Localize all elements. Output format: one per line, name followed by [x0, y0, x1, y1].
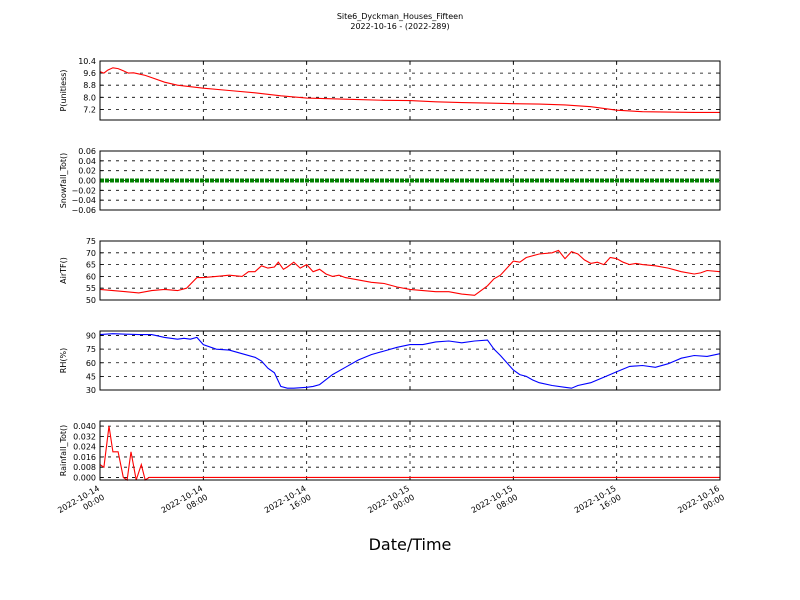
y-tick-label: 0.06 — [78, 147, 96, 156]
y-tick-label: 9.6 — [83, 69, 96, 78]
x-tick-label: 2022-10-1516:00 — [573, 484, 623, 524]
y-tick-label: 65 — [86, 261, 96, 270]
y-tick-label: 70 — [86, 249, 96, 258]
y-axis-label: AirTF() — [59, 257, 68, 284]
y-axis-label: P(unitless) — [59, 69, 68, 111]
y-tick-label: 10.4 — [78, 57, 96, 66]
x-tick-labels: 2022-10-1400:00 2022-10-1408:00 2022-10-14… — [56, 484, 726, 524]
plot-frame — [99, 150, 721, 211]
panel-airtf: 50 55 60 65 70 75 AirTF() — [59, 237, 721, 305]
y-tick-label: 90 — [86, 332, 96, 341]
y-tick-label: 7.2 — [83, 105, 96, 114]
x-tick-label: 2022-10-1500:00 — [366, 484, 416, 524]
y-tick-label: 75 — [86, 345, 96, 354]
series-line — [99, 333, 721, 389]
x-axis-label: Date/Time — [369, 535, 452, 554]
y-tick-label: −0.06 — [71, 206, 96, 215]
x-tick-label: 2022-10-1416:00 — [263, 484, 313, 524]
y-tick-label: 8.8 — [83, 81, 96, 90]
y-tick-label: −0.04 — [71, 196, 96, 205]
panel-snowfall: −0.06−0.04−0.020.000.020.040.06 Snowfall_… — [59, 147, 721, 215]
plot-frame — [99, 60, 721, 121]
y-tick-label: 55 — [86, 284, 96, 293]
y-tick-label: 0.008 — [73, 463, 96, 472]
y-tick-label: 0.04 — [78, 157, 96, 166]
y-tick-label: 50 — [86, 296, 96, 305]
series-line — [99, 67, 720, 113]
chart-title: Site6_Dyckman_Houses_Fifteen — [337, 12, 463, 21]
panel-p: 7.2 8.0 8.8 9.6 10.4 P(unitless) — [59, 57, 721, 121]
x-tick-label: 2022-10-1508:00 — [470, 484, 520, 524]
y-tick-label: 0.000 — [73, 473, 96, 482]
y-tick-label: 0.040 — [73, 422, 96, 431]
y-tick-label: 0.024 — [73, 443, 96, 452]
series-line — [99, 249, 721, 296]
y-tick-label: 60 — [86, 359, 96, 368]
x-tick-label: 2022-10-1408:00 — [160, 484, 210, 524]
chart-subtitle: 2022-10-16 - (2022-289) — [350, 22, 449, 31]
y-tick-label: 75 — [86, 237, 96, 246]
y-tick-label: 30 — [86, 386, 96, 395]
plot-frame — [99, 420, 721, 481]
y-tick-label: 0.00 — [78, 177, 96, 186]
y-tick-label: 45 — [86, 372, 96, 381]
y-axis-label: RH(%) — [59, 348, 68, 373]
y-tick-label: 60 — [86, 272, 96, 281]
y-tick-label: 8.0 — [83, 93, 96, 102]
y-tick-label: −0.02 — [71, 186, 96, 195]
panel-rh: 30 45 60 75 90 RH(%) — [59, 330, 721, 395]
y-tick-label: 0.02 — [78, 167, 96, 176]
y-tick-label: 0.032 — [73, 432, 96, 441]
y-axis-label: Snowfall_Tot() — [59, 153, 68, 209]
x-tick-label: 2022-10-1600:00 — [676, 484, 726, 524]
x-tick-label: 2022-10-1400:00 — [56, 484, 106, 524]
plot-frame — [99, 330, 721, 391]
plot-frame — [99, 240, 721, 301]
y-tick-label: 0.016 — [73, 453, 96, 462]
y-axis-label: Rainfall_Tot() — [59, 425, 68, 477]
